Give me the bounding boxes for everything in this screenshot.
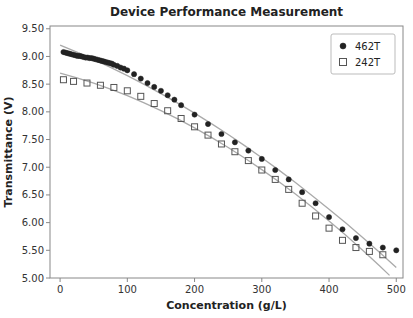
legend-box xyxy=(331,34,395,74)
y-tick-label: 5.50 xyxy=(22,245,44,256)
x-tick-label: 400 xyxy=(319,284,338,295)
point xyxy=(152,84,157,89)
point xyxy=(313,213,319,219)
point xyxy=(286,177,291,182)
x-tick xyxy=(329,278,330,282)
x-tick-label: 100 xyxy=(118,284,137,295)
point xyxy=(60,77,66,83)
point xyxy=(179,103,184,108)
point xyxy=(259,167,265,173)
point xyxy=(366,248,372,254)
point xyxy=(172,97,177,102)
plot-area xyxy=(50,26,403,278)
legend-label: 462T xyxy=(355,41,381,52)
point xyxy=(84,80,90,86)
x-tick xyxy=(261,278,262,282)
point xyxy=(313,201,318,206)
point xyxy=(326,214,331,219)
point xyxy=(125,68,130,73)
point xyxy=(272,176,278,182)
point xyxy=(394,248,399,253)
x-tick-label: 300 xyxy=(252,284,271,295)
point xyxy=(286,186,292,192)
point xyxy=(178,115,184,121)
point xyxy=(380,252,386,258)
point xyxy=(353,245,359,251)
point xyxy=(219,131,224,136)
point xyxy=(259,156,264,161)
y-tick xyxy=(46,250,50,251)
point xyxy=(111,84,117,90)
point xyxy=(205,132,211,138)
trend-line xyxy=(60,73,389,275)
y-tick-label: 8.50 xyxy=(22,79,44,90)
point xyxy=(299,200,305,206)
point xyxy=(158,88,163,93)
point xyxy=(367,241,372,246)
point xyxy=(245,158,251,164)
x-tick xyxy=(396,278,397,282)
chart: 0 100 200 300 400 500 5.00 5.50 6.00 6.50 7.00 7.50… xyxy=(0,0,413,318)
point xyxy=(300,190,305,195)
point xyxy=(205,121,210,126)
y-tick xyxy=(46,167,50,168)
y-tick xyxy=(46,84,50,85)
legend: 462T 242T xyxy=(331,34,395,74)
point xyxy=(97,82,103,88)
y-tick xyxy=(46,139,50,140)
y-tick xyxy=(46,111,50,112)
title: Device Performance Measurement xyxy=(110,5,343,19)
y-tick-label: 9.50 xyxy=(22,23,44,34)
point xyxy=(124,88,130,94)
legend-marker xyxy=(340,59,347,66)
point xyxy=(380,245,385,250)
y-tick-label: 8.00 xyxy=(22,106,44,117)
point xyxy=(340,227,345,232)
point xyxy=(138,93,144,99)
point xyxy=(218,141,224,147)
y-tick-label: 7.50 xyxy=(22,134,44,145)
y-tick-label: 7.00 xyxy=(22,162,44,173)
point xyxy=(192,112,197,117)
point xyxy=(326,225,332,231)
legend-marker xyxy=(340,43,346,49)
point xyxy=(165,93,170,98)
x-tick xyxy=(60,278,61,282)
point xyxy=(71,78,77,84)
point xyxy=(246,148,251,153)
point xyxy=(353,236,358,241)
legend-label: 242T xyxy=(355,57,381,68)
point xyxy=(192,124,198,130)
plot-frame xyxy=(50,26,403,278)
y-tick xyxy=(46,222,50,223)
point xyxy=(145,80,150,85)
y-tick xyxy=(46,194,50,195)
point xyxy=(232,140,237,145)
y-tick xyxy=(46,56,50,57)
point xyxy=(138,76,143,81)
y-tick-label: 6.00 xyxy=(22,217,44,228)
x-tick-label: 0 xyxy=(57,284,63,295)
x-tick xyxy=(127,278,128,282)
trend-line xyxy=(60,45,396,267)
y-axis-label: Transmittance (V) xyxy=(2,97,15,208)
point xyxy=(339,237,345,243)
point xyxy=(151,101,157,107)
x-tick-label: 500 xyxy=(387,284,406,295)
x-tick-label: 200 xyxy=(185,284,204,295)
y-tick-label: 6.50 xyxy=(22,189,44,200)
point xyxy=(232,149,238,155)
x-tick xyxy=(194,278,195,282)
point xyxy=(131,72,136,77)
plot-data xyxy=(60,45,399,275)
y-tick xyxy=(46,28,50,29)
y-tick-label: 5.00 xyxy=(22,273,44,284)
point xyxy=(273,167,278,172)
x-axis-label: Concentration (g/L) xyxy=(166,299,287,312)
point xyxy=(165,108,171,114)
y-tick-label: 9.00 xyxy=(22,51,44,62)
y-tick xyxy=(46,278,50,279)
